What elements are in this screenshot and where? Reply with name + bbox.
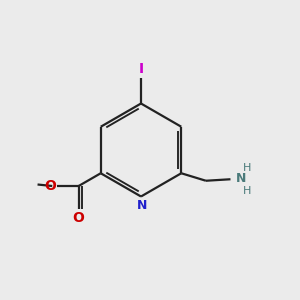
Text: O: O <box>73 212 85 226</box>
Text: N: N <box>236 172 246 185</box>
Text: O: O <box>44 179 56 193</box>
Text: H: H <box>242 186 251 196</box>
Text: I: I <box>138 61 144 76</box>
Text: H: H <box>242 163 251 173</box>
Text: N: N <box>137 199 147 212</box>
